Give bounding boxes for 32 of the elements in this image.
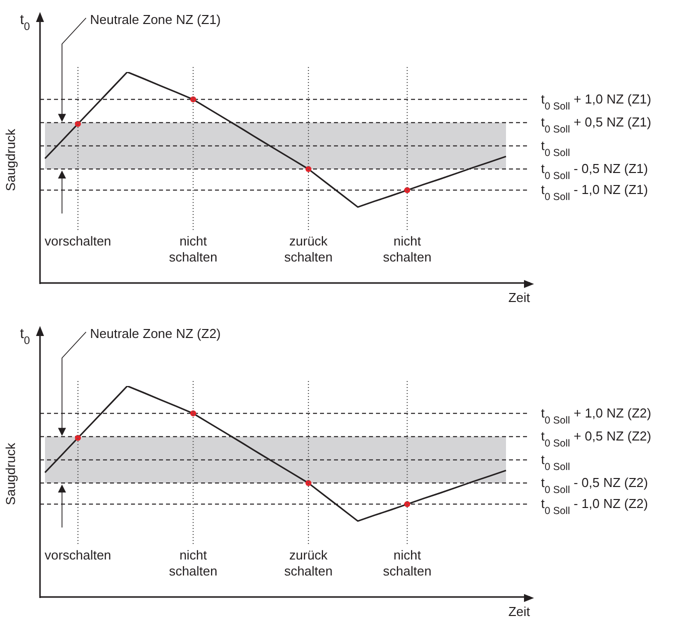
x-tick-label: nicht schalten [383, 234, 432, 265]
ref-line-label: t$_{0 Soll}$ + 1,0 NZ (Z1) [541, 91, 652, 112]
x-tick-label: vorschalten [44, 234, 112, 249]
x-tick-label: zurück schalten [284, 548, 333, 579]
ref-line-label: t$_{0 Soll}$ + 0,5 NZ (Z2) [541, 428, 652, 450]
x-tick-label: nicht schalten [383, 548, 432, 579]
text: t$_{0}$ [20, 11, 30, 33]
point [74, 434, 81, 441]
ref-line-label: t$_{0 Soll}$ + 0,5 NZ (Z1) [541, 114, 652, 136]
point [305, 480, 312, 486]
ref-line-label: t$_{0 Soll}$ - 1,0 NZ (Z2) [541, 496, 648, 517]
ref-line-label: t$_{0 Soll}$ + 1,0 NZ (Z2) [541, 405, 652, 426]
y-axis-title: Saugdruck [3, 128, 18, 192]
x-tick-label: nicht schalten [168, 548, 218, 579]
point [190, 96, 196, 102]
x-tick-label: vorschalten [44, 548, 112, 563]
point [190, 410, 196, 416]
ref-line-label: t$_{0 Soll}$ - 0,5 NZ (Z1) [541, 161, 648, 182]
text: Neutrale Zone NZ (Z1) [90, 12, 221, 27]
ref-line-label: t$_{0 Soll}$ [541, 138, 570, 158]
ref-line-label: t$_{0 Soll}$ - 0,5 NZ (Z2) [541, 475, 648, 496]
x-axis-title: Zeit [508, 604, 530, 619]
x-tick-label: zurück schalten [284, 234, 333, 265]
x-tick-label: nicht schalten [168, 234, 218, 265]
y-axis-title: Saugdruck [3, 442, 18, 506]
ref-line-label: t$_{0 Soll}$ - 1,0 NZ (Z1) [541, 182, 648, 203]
point [74, 120, 81, 127]
ref-line-label: t$_{0 Soll}$ [541, 452, 570, 472]
point [305, 166, 312, 172]
text: t$_{0}$ [20, 325, 30, 347]
text: Neutrale Zone NZ (Z2) [90, 326, 221, 341]
x-axis-title: Zeit [508, 290, 530, 305]
